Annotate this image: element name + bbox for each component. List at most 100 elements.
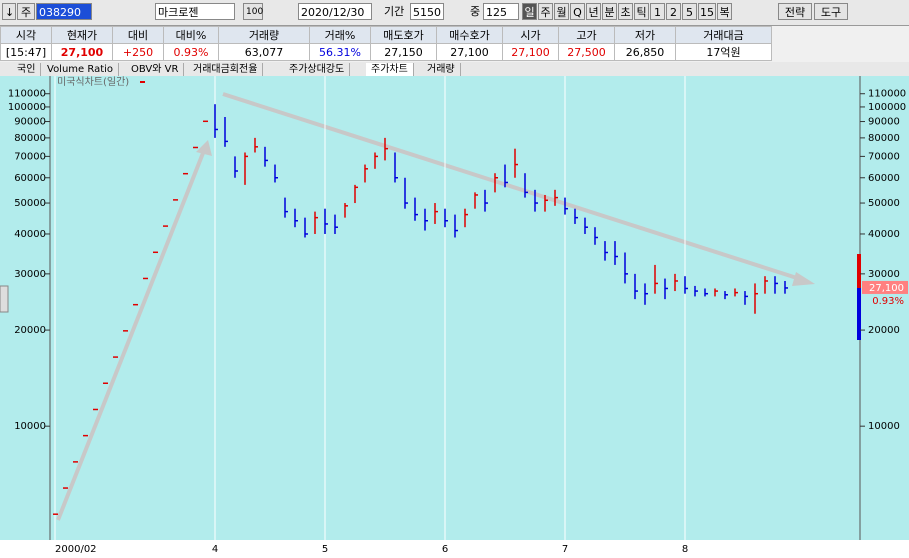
quote-value: 27,500 [558, 43, 615, 61]
quote-header: 대비% [163, 26, 219, 44]
quote-header: 저가 [614, 26, 676, 44]
period-unit[interactable]: 분 [602, 3, 617, 20]
period-unit[interactable]: 1 [650, 3, 665, 20]
tab[interactable]: 주가상대강도 [284, 63, 351, 76]
quote-header: 대비 [112, 26, 164, 44]
quote-value: 27,150 [370, 43, 437, 61]
y-tick-label-right: 50000 [868, 198, 900, 209]
current-price: 27,100 [869, 283, 904, 294]
tab[interactable]: OBV와 VR [126, 63, 185, 76]
x-tick-label: 7 [562, 544, 568, 555]
quote-header: 매도호가 [370, 26, 437, 44]
y-tick-label-right: 40000 [868, 229, 900, 240]
ratio[interactable]: 100 [243, 3, 263, 20]
stock-name[interactable]: 마크로젠 [155, 3, 235, 20]
y-tick-label: 60000 [14, 173, 46, 184]
quote-value: 63,077 [218, 43, 310, 61]
y-tick-label: 20000 [14, 325, 46, 336]
tab[interactable]: 거래량 [422, 63, 461, 76]
y-tick-label-right: 60000 [868, 173, 900, 184]
quote-value: 27,100 [436, 43, 503, 61]
y-tick-label-right: 90000 [868, 117, 900, 128]
tab-bar: 국인 Volume Ratio OBV와 VR 거래대금회전율 주가상대강도 주가차트 거래… [0, 62, 909, 77]
quote-header: 거래대금 [675, 26, 772, 44]
y-tick-label: 70000 [14, 151, 46, 162]
quote-header: 시가 [502, 26, 559, 44]
quote-header: 거래량 [218, 26, 310, 44]
legend-swatch [140, 81, 145, 83]
chart-title: 미국식차트(일간) [57, 76, 129, 88]
period-unit[interactable]: 5 [682, 3, 697, 20]
x-tick-label: 6 [442, 544, 448, 555]
mid-input[interactable]: 125 [483, 3, 519, 20]
market[interactable]: 주 [17, 3, 35, 20]
period-label: 기간 [384, 5, 405, 18]
period-unit[interactable]: 15 [698, 3, 716, 20]
quote-header: 현재가 [51, 26, 113, 44]
quote-value: 26,850 [614, 43, 676, 61]
y-tick-label-right: 30000 [868, 269, 900, 280]
quote-value: 17억원 [675, 43, 772, 61]
y-tick-label: 100000 [8, 102, 46, 113]
quote-value: 0.93% [163, 43, 219, 61]
y-tick-label-right: 20000 [868, 325, 900, 336]
x-tick-label: 2000/02 [55, 544, 97, 555]
y-tick-label-right: 80000 [868, 133, 900, 144]
x-tick-label: 4 [212, 544, 218, 555]
quote-value: 27,100 [502, 43, 559, 61]
period-unit[interactable]: 2 [666, 3, 681, 20]
quote-table: 시각 현재가 대비 대비% 거래량 거래% 매도호가 매수호가 시가 고가 저가 거래대금 [15:47… [0, 26, 772, 61]
current-change: 0.93% [872, 296, 904, 307]
y-tick-label: 40000 [14, 229, 46, 240]
x-tick-label: 5 [322, 544, 328, 555]
period-unit[interactable]: 초 [618, 3, 633, 20]
quote-header: 매수호가 [436, 26, 503, 44]
quote-value: [15:47] [0, 43, 52, 61]
period-unit[interactable]: 주 [538, 3, 553, 20]
period-unit[interactable]: 년 [586, 3, 601, 20]
y-tick-label: 50000 [14, 198, 46, 209]
x-tick-label: 8 [682, 544, 688, 555]
period-unit[interactable]: 월 [554, 3, 569, 20]
code-input[interactable]: 038290 [36, 3, 92, 20]
y-tick-label: 10000 [14, 421, 46, 432]
quote-value: 56.31% [309, 43, 371, 61]
period-unit[interactable]: Q [570, 3, 585, 20]
y-tick-label-right: 100000 [868, 102, 906, 113]
y-tick-label-right: 70000 [868, 151, 900, 162]
tab[interactable]: 주가차트 [366, 63, 414, 76]
tab[interactable]: 국인 [12, 63, 42, 76]
y-tick-label-right: 110000 [868, 89, 906, 100]
side-toggle[interactable] [0, 285, 9, 313]
strategy-button[interactable]: 전략 [778, 3, 812, 20]
dropdown[interactable]: ↓ [2, 3, 16, 20]
tool-button[interactable]: 도구 [814, 3, 848, 20]
period-unit[interactable]: 복 [717, 3, 732, 20]
plot-bg [0, 76, 909, 540]
range-bar-up [857, 254, 861, 288]
y-tick-label: 110000 [8, 89, 46, 100]
quote-value: +250 [112, 43, 164, 61]
price-badge [862, 280, 908, 294]
tab[interactable]: 거래대금회전율 [188, 63, 264, 76]
y-tick-label: 90000 [14, 117, 46, 128]
quote-header: 고가 [558, 26, 615, 44]
y-tick-label: 80000 [14, 133, 46, 144]
toolbar: ↓ 주 038290 마크로젠 100 2020/12/30 기간 5150 중… [0, 0, 909, 26]
quote-header: 거래% [309, 26, 371, 44]
range-bar [857, 254, 861, 340]
y-tick-label-right: 10000 [868, 421, 900, 432]
quote-value: 27,100 [51, 43, 113, 61]
period-input[interactable]: 5150 [410, 3, 444, 20]
date-input[interactable]: 2020/12/30 [298, 3, 372, 20]
x-axis-bg [0, 540, 909, 558]
mid-label: 중 [470, 5, 481, 18]
period-unit[interactable]: 틱 [634, 3, 649, 20]
period-unit[interactable]: 일 [522, 3, 537, 20]
tab[interactable]: Volume Ratio [42, 63, 120, 76]
chart: 미국식차트(일간) 10000 10000 20000 20000 30000 30000… [0, 76, 909, 558]
trend-arrows [56, 92, 815, 521]
quote-header: 시각 [0, 26, 52, 44]
y-tick-label: 30000 [14, 269, 46, 280]
